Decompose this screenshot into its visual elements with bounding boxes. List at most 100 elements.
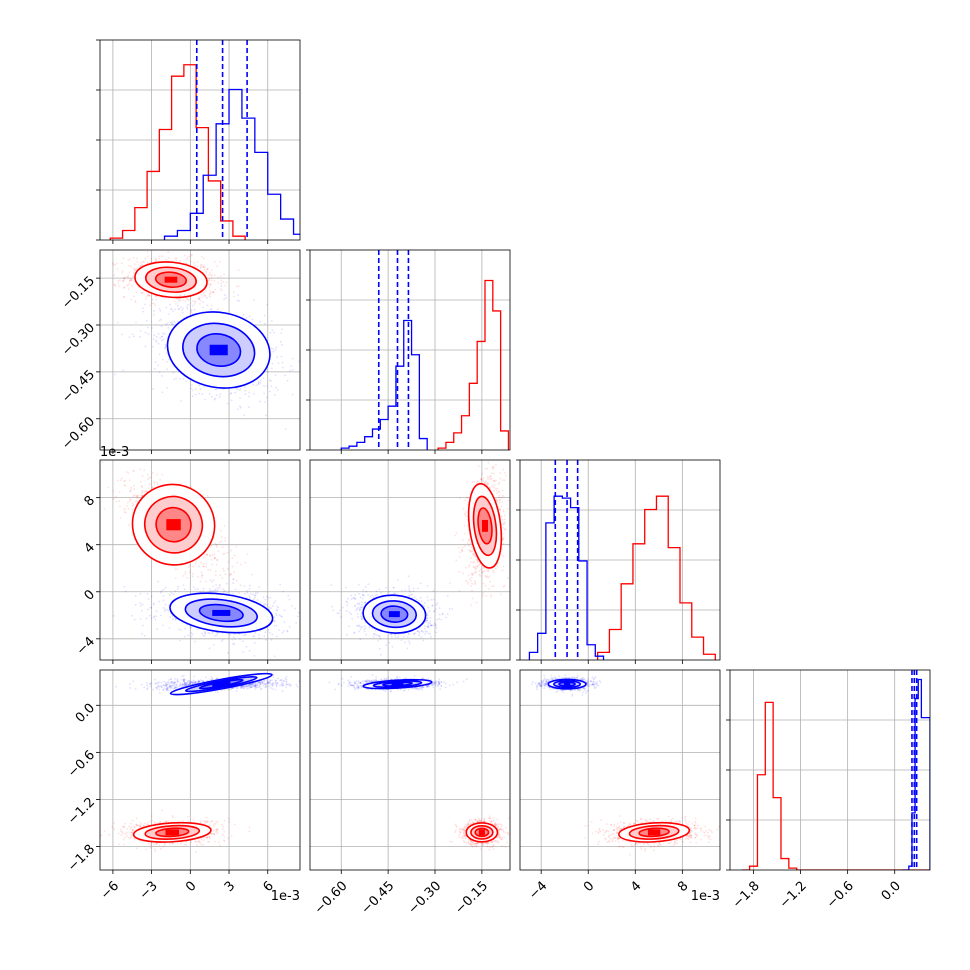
sample-point (115, 500, 118, 503)
sample-point (473, 561, 476, 564)
sample-point (157, 580, 160, 583)
sample-point (216, 634, 218, 637)
sample-point (288, 625, 291, 628)
sample-point (179, 294, 182, 297)
sample-point (129, 279, 131, 282)
sample-point (167, 326, 170, 329)
sample-point (143, 634, 146, 637)
sample-point (123, 278, 125, 281)
sample-point (197, 628, 199, 630)
sample-point (194, 588, 197, 590)
sample-point (461, 546, 464, 549)
sample-point (462, 538, 464, 541)
sample-point (136, 495, 139, 498)
sample-point (479, 563, 482, 565)
sample-point (196, 588, 199, 591)
sample-point (140, 485, 143, 488)
sample-point (202, 556, 205, 559)
sample-point (141, 263, 143, 266)
sample-point (157, 333, 160, 335)
sample-point (161, 255, 163, 258)
sample-point (111, 262, 114, 265)
sample-point (197, 265, 199, 268)
sample-point (359, 608, 362, 611)
sample-point (202, 634, 205, 637)
sample-point (418, 633, 421, 635)
sample-point (162, 599, 165, 602)
sample-point (259, 602, 262, 605)
sample-point (223, 298, 226, 301)
sample-point (257, 382, 260, 385)
sample-point (211, 563, 214, 566)
sample-point (484, 481, 487, 484)
sample-point (153, 481, 156, 484)
sample-point (257, 381, 260, 384)
sample-point (463, 524, 466, 527)
sample-point (209, 271, 212, 274)
sample-point (180, 400, 182, 402)
sample-point (199, 388, 202, 390)
sample-point (237, 269, 240, 272)
sample-point (180, 285, 183, 288)
sample-point (214, 574, 217, 577)
sample-point (191, 253, 193, 256)
sample-point (204, 289, 207, 292)
sample-point (222, 280, 225, 283)
sample-point (271, 362, 274, 365)
sample-point (491, 585, 494, 588)
sample-point (202, 291, 205, 294)
sample-point (469, 549, 471, 552)
sample-point (122, 286, 125, 289)
sample-point (180, 629, 182, 631)
sample-point (477, 564, 480, 567)
sample-point (277, 629, 280, 631)
sample-point (158, 257, 161, 260)
sample-point (476, 561, 479, 564)
sample-point (480, 478, 483, 481)
sample-point (259, 320, 262, 323)
sample-point (148, 294, 151, 296)
sample-point (454, 534, 456, 537)
sample-point (139, 265, 142, 267)
sample-point (232, 291, 235, 294)
sample-point (134, 500, 136, 503)
sample-point (202, 265, 204, 268)
sample-point (194, 393, 197, 396)
sample-point (194, 562, 197, 565)
sample-point (408, 589, 411, 592)
sample-point (276, 356, 279, 358)
sample-point (153, 615, 156, 618)
sample-point (475, 571, 478, 573)
sample-point (214, 542, 217, 545)
sample-point (155, 295, 157, 298)
sample-point (199, 580, 202, 583)
sample-point (193, 261, 195, 264)
sample-point (233, 570, 236, 573)
sample-point (502, 538, 505, 540)
sample-point (215, 563, 218, 566)
sample-point (494, 567, 497, 570)
sample-point (501, 548, 504, 550)
sample-point (363, 594, 366, 597)
sample-point (160, 339, 163, 342)
sample-point (471, 550, 474, 553)
sample-point (231, 557, 234, 559)
sample-point (441, 613, 444, 616)
sample-point (488, 575, 491, 578)
sample-point (483, 567, 486, 570)
sample-point (151, 472, 154, 474)
sample-point (176, 588, 179, 590)
sample-point (190, 627, 193, 629)
sample-point (507, 499, 510, 502)
histogram-panel-1 (306, 249, 511, 454)
sample-point (191, 575, 194, 578)
sample-point (132, 256, 135, 259)
sample-point (162, 606, 165, 609)
sample-point (267, 628, 270, 631)
sample-point (216, 265, 218, 267)
sample-point (134, 494, 137, 497)
sample-point (215, 394, 218, 396)
sample-point (220, 282, 223, 285)
sample-point (496, 500, 498, 503)
sample-point (236, 299, 239, 302)
